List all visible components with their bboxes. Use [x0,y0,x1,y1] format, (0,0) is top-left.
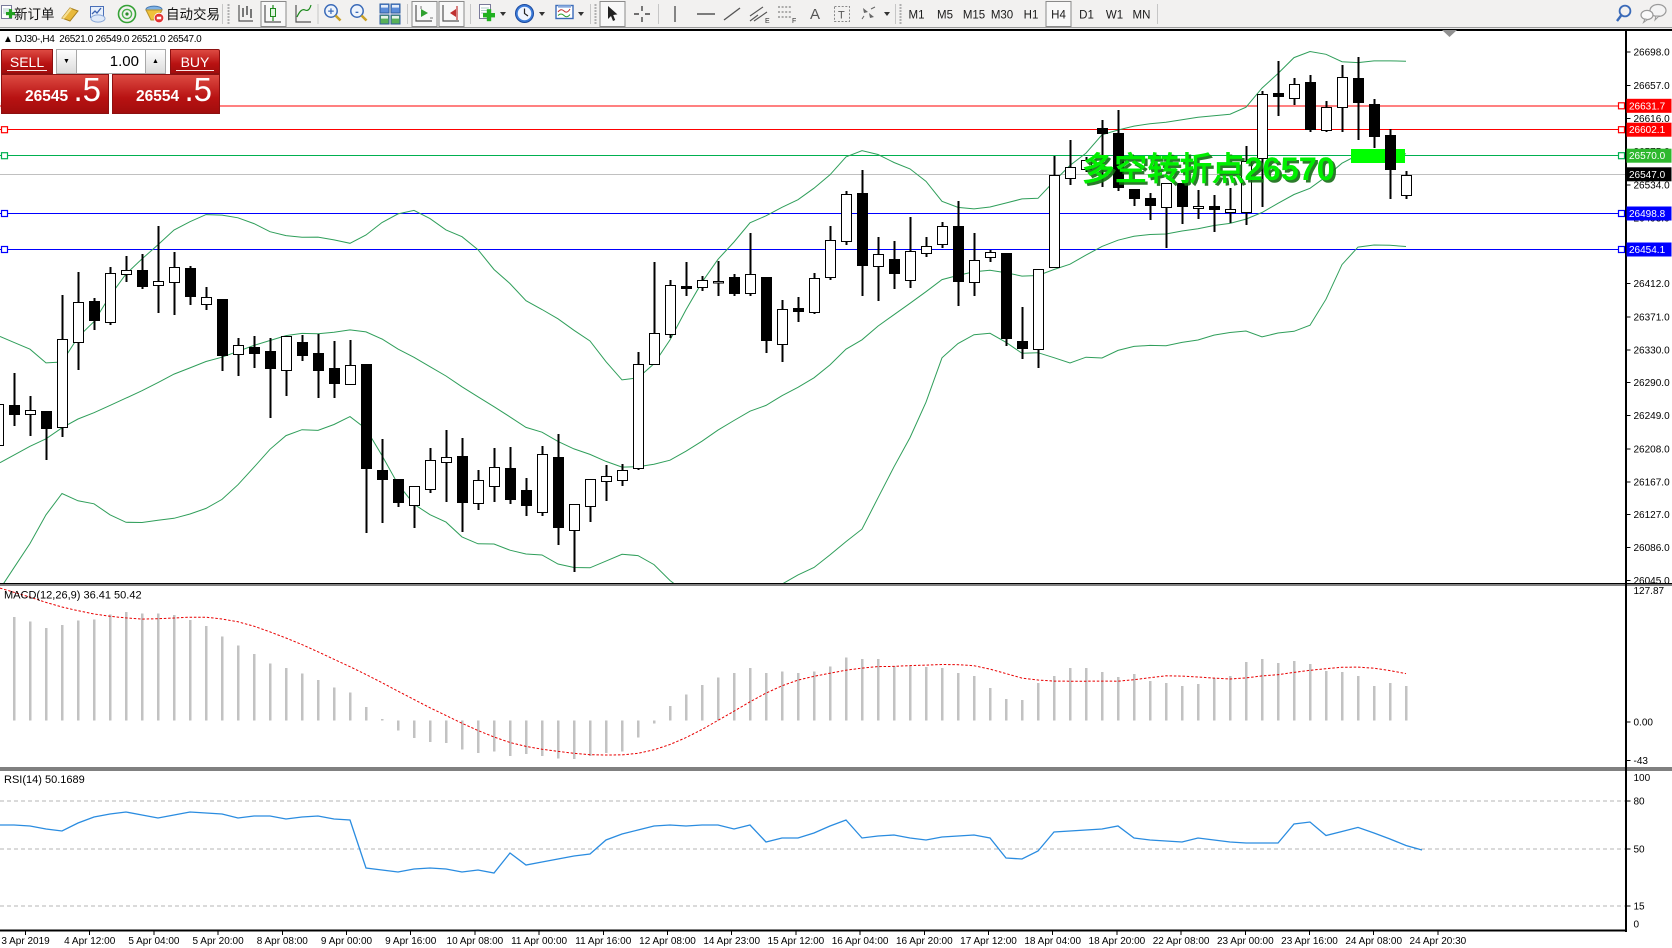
svg-text:M1: M1 [909,10,925,22]
svg-text:F: F [792,18,796,25]
svg-text:24 Apr 08:00: 24 Apr 08:00 [1345,936,1402,947]
svg-text:M5: M5 [937,10,953,22]
svg-text:15: 15 [1634,902,1646,913]
svg-text:H4: H4 [1051,10,1066,22]
svg-text:15 Apr 12:00: 15 Apr 12:00 [768,936,825,947]
svg-text:26616.0: 26616.0 [1634,114,1671,125]
svg-text:8 Apr 08:00: 8 Apr 08:00 [257,936,309,947]
svg-text:14 Apr 23:00: 14 Apr 23:00 [703,936,760,947]
svg-text:26127.0: 26127.0 [1634,510,1671,521]
svg-text:26249.0: 26249.0 [1634,411,1671,422]
svg-text:16 Apr 04:00: 16 Apr 04:00 [832,936,889,947]
svg-text:-: - [355,6,359,18]
svg-text:26086.0: 26086.0 [1634,543,1671,554]
svg-text:+: + [328,6,334,18]
svg-text:23 Apr 00:00: 23 Apr 00:00 [1217,936,1274,947]
svg-text:自动交易: 自动交易 [166,6,220,22]
svg-text:5 Apr 20:00: 5 Apr 20:00 [193,936,245,947]
svg-text:18 Apr 04:00: 18 Apr 04:00 [1024,936,1081,947]
svg-text:80: 80 [1634,797,1646,808]
svg-text:多空转折点26570: 多空转折点26570 [1082,151,1335,187]
svg-text:H1: H1 [1024,10,1039,22]
svg-text:RSI(14) 50.1689: RSI(14) 50.1689 [4,774,85,786]
svg-text:11 Apr 16:00: 11 Apr 16:00 [575,936,631,947]
svg-text:26570.0: 26570.0 [1629,151,1666,162]
svg-text:26454.1: 26454.1 [1629,245,1666,256]
svg-text:W1: W1 [1106,10,1123,22]
svg-text:A: A [810,6,820,23]
svg-text:26290.0: 26290.0 [1634,378,1671,389]
svg-text:12 Apr 08:00: 12 Apr 08:00 [639,936,696,947]
svg-text:26657.0: 26657.0 [1634,81,1671,92]
svg-text:11 Apr 00:00: 11 Apr 00:00 [511,936,567,947]
svg-text:26547.0: 26547.0 [1629,170,1666,181]
svg-text:26602.1: 26602.1 [1629,125,1666,136]
svg-text:26498.8: 26498.8 [1629,209,1666,220]
svg-text:MACD(12,26,9) 36.41 50.42: MACD(12,26,9) 36.41 50.42 [4,590,142,602]
svg-text:D1: D1 [1079,10,1094,22]
svg-text:18 Apr 20:00: 18 Apr 20:00 [1089,936,1146,947]
svg-text:23 Apr 16:00: 23 Apr 16:00 [1281,936,1338,947]
svg-text:E: E [765,18,770,25]
svg-text:T: T [838,10,845,22]
svg-text:0.00: 0.00 [1634,718,1654,729]
svg-text:26167.0: 26167.0 [1634,477,1671,488]
svg-text:24 Apr 20:30: 24 Apr 20:30 [1410,936,1467,947]
svg-text:100: 100 [1634,773,1651,784]
svg-text:127.87: 127.87 [1634,586,1665,597]
svg-text:0: 0 [1634,920,1640,931]
svg-text:M15: M15 [963,10,985,22]
svg-text:26045.0: 26045.0 [1634,576,1671,587]
svg-text:26208.0: 26208.0 [1634,444,1671,455]
svg-text:4 Apr 12:00: 4 Apr 12:00 [64,936,116,947]
svg-text:多空转折点26570: 多空转折点26570 [1085,154,1338,190]
svg-text:M30: M30 [991,10,1013,22]
svg-text:9 Apr 16:00: 9 Apr 16:00 [385,936,437,947]
svg-text:26698.0: 26698.0 [1634,48,1671,59]
svg-text:-43: -43 [1634,756,1649,767]
svg-text:17 Apr 12:00: 17 Apr 12:00 [960,936,1017,947]
svg-text:9 Apr 00:00: 9 Apr 00:00 [321,936,373,947]
svg-text:26534.0: 26534.0 [1634,180,1671,191]
svg-text:新订单: 新订单 [14,7,55,22]
svg-text:5 Apr 04:00: 5 Apr 04:00 [128,936,180,947]
svg-text:16 Apr 20:00: 16 Apr 20:00 [896,936,953,947]
svg-text:50: 50 [1634,845,1646,856]
svg-text:22 Apr 08:00: 22 Apr 08:00 [1153,936,1210,947]
svg-text:26371.0: 26371.0 [1634,312,1671,323]
svg-text:26412.0: 26412.0 [1634,279,1671,290]
svg-text:10 Apr 08:00: 10 Apr 08:00 [447,936,504,947]
svg-text:26631.7: 26631.7 [1629,101,1666,112]
svg-text:26330.0: 26330.0 [1634,345,1671,356]
svg-text:3 Apr 2019: 3 Apr 2019 [1,936,50,947]
svg-text:MN: MN [1133,10,1151,22]
